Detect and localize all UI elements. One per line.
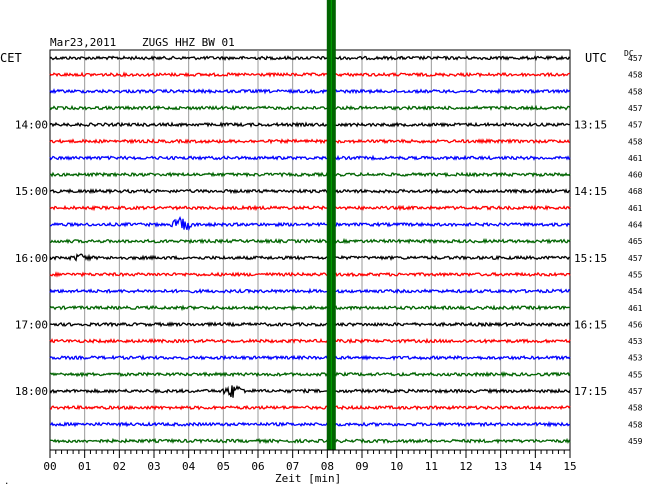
x-axis-label: Zeit [min]: [275, 472, 341, 485]
dc-offset-label: 465: [628, 237, 643, 246]
x-tick-label: 11: [425, 460, 438, 473]
dc-header-label: DC: [624, 49, 634, 58]
trace-16: [49, 321, 571, 328]
utc-time-label: 15:15: [574, 252, 607, 265]
trace-5: [49, 138, 571, 145]
trace-18: [49, 354, 571, 362]
trace-10: [49, 216, 571, 232]
trace-13: [49, 271, 571, 278]
dc-offset-label: 464: [628, 221, 643, 230]
dc-offset-label: 457: [628, 387, 643, 396]
gap-marker-layer: [326, 0, 336, 450]
trace-21: [49, 404, 571, 411]
dc-offset-label: 458: [628, 404, 643, 413]
utc-time-label: 13:15: [574, 119, 607, 132]
dc-offset-label: 458: [628, 87, 643, 96]
trace-4: [49, 121, 571, 128]
x-tick-label: 10: [390, 460, 403, 473]
trace-0: [49, 55, 571, 62]
dc-offset-label: 454: [628, 287, 643, 296]
dc-offset-label: 461: [628, 304, 643, 313]
trace-9: [49, 204, 571, 212]
corner-mark: .: [4, 477, 9, 487]
chart-date: Mar23,2011: [50, 36, 116, 49]
x-tick-label: 07: [286, 460, 299, 473]
dc-offset-label: 457: [628, 121, 643, 130]
dc-offset-label: 457: [628, 254, 643, 263]
x-tick-label: 08: [321, 460, 334, 473]
trace-7: [49, 171, 571, 178]
trace-6: [49, 154, 571, 161]
chart-station: ZUGS HHZ BW 01: [142, 36, 235, 49]
cet-time-label: 16:00: [15, 252, 48, 265]
x-tick-label: 14: [529, 460, 543, 473]
cet-time-label: 14:00: [15, 119, 48, 132]
trace-1: [49, 71, 571, 78]
time-axis: 00 01 02 03 04 05 06 07 08 09 10 11 12 13 14 15: [43, 449, 577, 473]
dc-offset-label: 455: [628, 370, 643, 379]
utc-time-label: 14:15: [574, 185, 607, 198]
trace-2: [49, 88, 571, 95]
trace-17: [49, 337, 571, 345]
trace-20: [49, 384, 571, 398]
dc-offset-label: 457: [628, 104, 643, 113]
utc-zone-label: UTC: [585, 51, 607, 65]
x-tick-label: 03: [147, 460, 160, 473]
dc-offset-label: 453: [628, 354, 643, 363]
dc-offset-label: 459: [628, 437, 643, 446]
plot-grid: [49, 49, 571, 451]
dc-offset-label: 455: [628, 270, 643, 279]
cet-zone-label: CET: [0, 51, 22, 65]
trace-3: [49, 104, 571, 111]
x-tick-label: 06: [251, 460, 264, 473]
cet-time-label: 15:00: [15, 185, 48, 198]
dc-offset-label: 458: [628, 71, 643, 80]
trace-22: [49, 420, 571, 428]
x-tick-label: 04: [182, 460, 196, 473]
dc-offset-label: 468: [628, 187, 643, 196]
dc-offset-label: 453: [628, 337, 643, 346]
utc-time-label: 16:15: [574, 318, 607, 331]
x-tick-label: 02: [113, 460, 126, 473]
x-tick-label: 13: [494, 460, 507, 473]
x-tick-label: 01: [78, 460, 91, 473]
trace-15: [49, 304, 571, 312]
dc-offset-label: 457: [628, 54, 643, 63]
row-labels: 14:00 15:00 16:00 17:00 18:00 13:15 14:15 15:15…: [15, 54, 643, 446]
seismic-traces: [49, 55, 571, 445]
trace-11: [49, 237, 571, 245]
dc-offset-label: 458: [628, 420, 643, 429]
cet-time-label: 18:00: [15, 385, 48, 398]
dc-offset-label: 458: [628, 137, 643, 146]
cet-time-label: 17:00: [15, 318, 48, 331]
dc-offset-label: 461: [628, 154, 643, 163]
x-tick-label: 12: [459, 460, 472, 473]
dc-offset-label: 456: [628, 320, 643, 329]
x-tick-label: 00: [43, 460, 56, 473]
x-tick-label: 09: [355, 460, 368, 473]
trace-19: [49, 371, 571, 378]
trace-12: [49, 253, 571, 262]
trace-8: [49, 187, 571, 195]
trace-23: [49, 437, 571, 445]
dc-offset-label: 461: [628, 204, 643, 213]
x-tick-label: 15: [563, 460, 576, 473]
trace-14: [49, 287, 571, 295]
utc-time-label: 17:15: [574, 385, 607, 398]
dc-offset-label: 460: [628, 171, 643, 180]
x-tick-label: 05: [217, 460, 230, 473]
